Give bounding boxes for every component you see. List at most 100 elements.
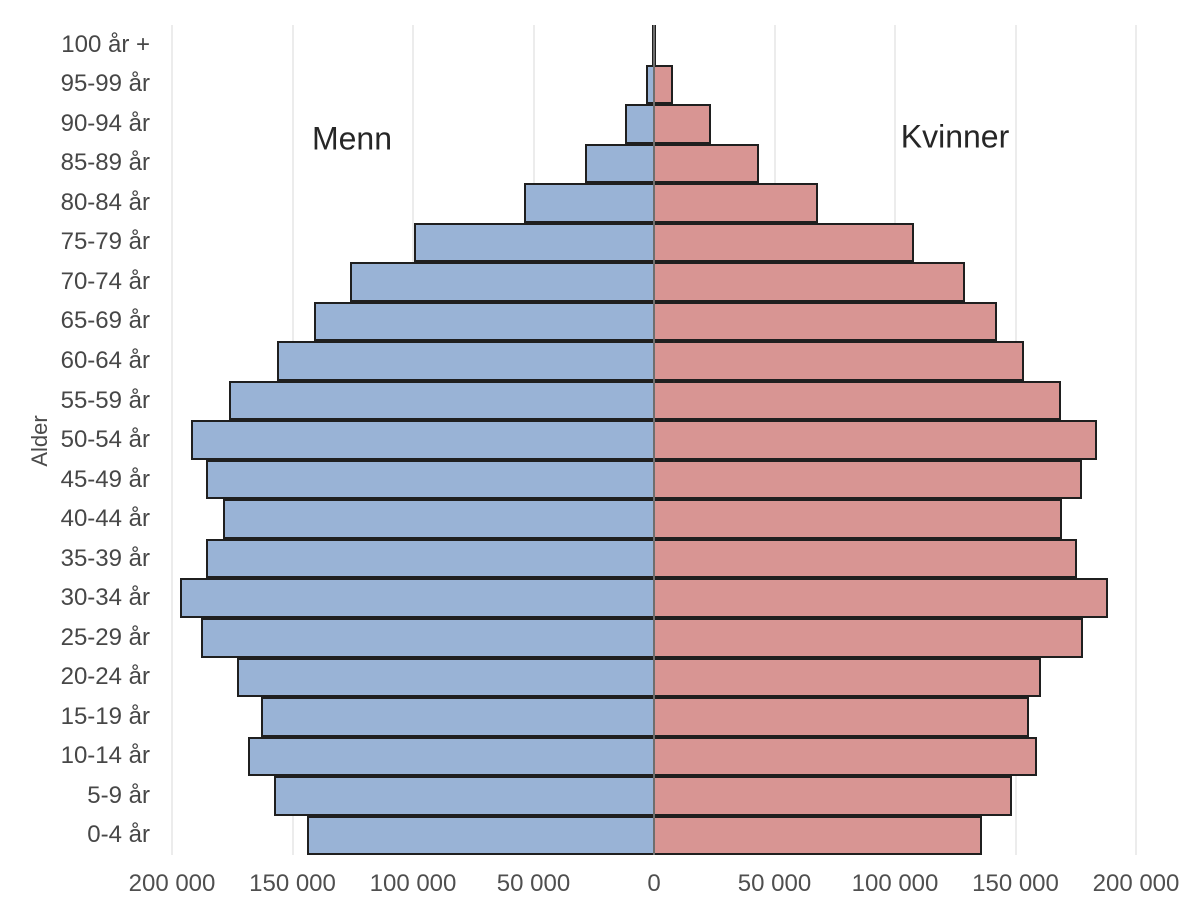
pyramid-row <box>172 143 1136 184</box>
bar-women <box>654 776 1012 816</box>
pyramid-row <box>172 459 1136 500</box>
bar-men <box>222 499 654 539</box>
x-tick-label: 200 000 <box>1092 870 1180 897</box>
bar-men <box>314 301 654 342</box>
bar-men <box>274 776 654 816</box>
pyramid-row <box>172 104 1136 144</box>
bar-men <box>205 459 654 500</box>
bar-women <box>654 262 965 302</box>
pyramid-row <box>172 776 1136 816</box>
pyramid-row <box>172 64 1136 105</box>
bar-men <box>625 104 654 144</box>
x-tick-label: 50 000 <box>737 870 812 897</box>
x-tick-label: 100 000 <box>851 870 939 897</box>
bar-men <box>200 617 654 658</box>
age-axis-label: 25-29 år <box>60 623 150 651</box>
x-tick-label: 50 000 <box>496 870 571 897</box>
center-axis-line <box>653 25 655 855</box>
bar-men <box>350 262 654 302</box>
bar-men <box>276 341 654 381</box>
plot-area <box>171 25 1137 856</box>
x-tick-label: 200 000 <box>128 870 216 897</box>
gridline <box>1135 25 1137 855</box>
bar-women <box>654 697 1029 737</box>
age-axis-label: 50-54 år <box>60 426 150 454</box>
age-axis-label: 80-84 år <box>60 188 150 216</box>
age-axis-label: 55-59 år <box>60 386 150 414</box>
age-axis-label: 70-74 år <box>60 267 150 295</box>
bar-men <box>523 183 654 223</box>
bar-women <box>654 25 657 65</box>
bar-men <box>306 815 654 856</box>
x-tick-label: 100 000 <box>369 870 457 897</box>
bar-women <box>654 578 1109 618</box>
age-axis-label: 30-34 år <box>60 584 150 612</box>
pyramid-row <box>172 420 1136 460</box>
pyramid-row <box>172 736 1136 777</box>
pyramid-row <box>172 697 1136 737</box>
pyramid-row <box>172 538 1136 579</box>
pyramid-row <box>172 617 1136 658</box>
bar-men <box>237 657 654 698</box>
bar-women <box>654 815 982 856</box>
bar-men <box>180 578 654 618</box>
bar-men <box>414 222 654 263</box>
bar-men <box>205 538 654 579</box>
age-axis-label: 90-94 år <box>60 109 150 137</box>
pyramid-row <box>172 301 1136 342</box>
series-label-menn: Menn <box>311 120 393 157</box>
gridline <box>171 25 173 855</box>
age-axis-labels: 100 år + 95-99 år 90-94 år 85-89 år 80-84 år… <box>0 25 150 855</box>
age-axis-label: 0-4 år <box>87 821 150 849</box>
age-axis-label: 35-39 år <box>60 544 150 572</box>
age-axis-label: 65-69 år <box>60 307 150 335</box>
bar-women <box>654 341 1024 381</box>
age-axis-label: 20-24 år <box>60 663 150 691</box>
bar-men <box>585 143 654 184</box>
pyramid-row <box>172 222 1136 263</box>
age-axis-label: 45-49 år <box>60 465 150 493</box>
pyramid-row <box>172 657 1136 698</box>
age-axis-label: 95-99 år <box>60 70 150 98</box>
bar-women <box>654 380 1062 421</box>
x-tick-label: 150 000 <box>249 870 336 897</box>
age-axis-label: 75-79 år <box>60 228 150 256</box>
pyramid-row <box>172 815 1136 856</box>
pyramid-row <box>172 380 1136 421</box>
bar-women <box>654 301 998 342</box>
bar-men <box>228 380 654 421</box>
age-axis-label: 5-9 år <box>87 781 150 809</box>
age-axis-label: 100 år + <box>61 30 150 58</box>
bar-men <box>247 736 654 777</box>
bar-men <box>261 697 654 737</box>
pyramid-row <box>172 578 1136 618</box>
bar-women <box>654 538 1077 579</box>
age-axis-label: 40-44 år <box>60 505 150 533</box>
bar-women <box>654 617 1083 658</box>
bar-women <box>654 183 818 223</box>
age-axis-label: 10-14 år <box>60 742 150 770</box>
bar-women <box>654 222 915 263</box>
bar-women <box>654 104 711 144</box>
bar-women <box>654 420 1098 460</box>
x-tick-label: 150 000 <box>972 870 1059 897</box>
x-axis-labels: 200 000 150 000 100 000 50 000 0 50 000 100 00… <box>129 870 1180 904</box>
bar-women <box>654 459 1082 500</box>
age-axis-label: 85-89 år <box>60 149 150 177</box>
pyramid-row <box>172 262 1136 302</box>
bar-women <box>654 64 674 105</box>
age-axis-label: 60-64 år <box>60 347 150 375</box>
age-axis-label: 15-19 år <box>60 702 150 730</box>
bar-men <box>645 64 654 105</box>
pyramid-row <box>172 183 1136 223</box>
x-tick-label: 0 <box>647 870 661 897</box>
pyramid-row <box>172 499 1136 539</box>
bar-women <box>654 499 1063 539</box>
series-label-kvinner: Kvinner <box>900 118 1010 155</box>
bar-women <box>654 657 1041 698</box>
bar-women <box>654 143 759 184</box>
bar-women <box>654 736 1038 777</box>
bar-men <box>191 420 654 460</box>
pyramid-row <box>172 341 1136 381</box>
